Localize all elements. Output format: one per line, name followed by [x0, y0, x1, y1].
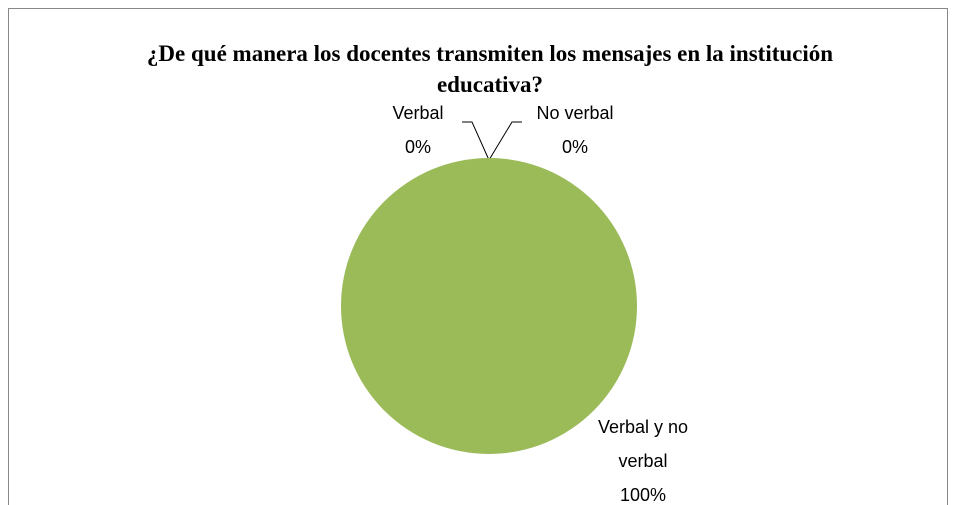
value-label: 0% [561, 137, 588, 157]
chart-frame [8, 8, 948, 505]
leader-line [462, 121, 490, 161]
leader-line [488, 121, 522, 161]
value-label: 0% [404, 137, 431, 157]
data-label: No verbal 0% [513, 96, 637, 164]
pie-slice [341, 158, 637, 454]
category-label: Verbal y no verbal [597, 417, 689, 471]
value-label: 100% [619, 485, 667, 505]
category-label: No verbal [536, 103, 614, 123]
data-label: Verbal y no verbal 100% [581, 410, 705, 505]
data-label: Verbal 0% [356, 96, 480, 164]
chart-title: ¿De qué manera los docentes transmiten l… [146, 41, 834, 97]
category-label: Verbal [392, 103, 444, 123]
